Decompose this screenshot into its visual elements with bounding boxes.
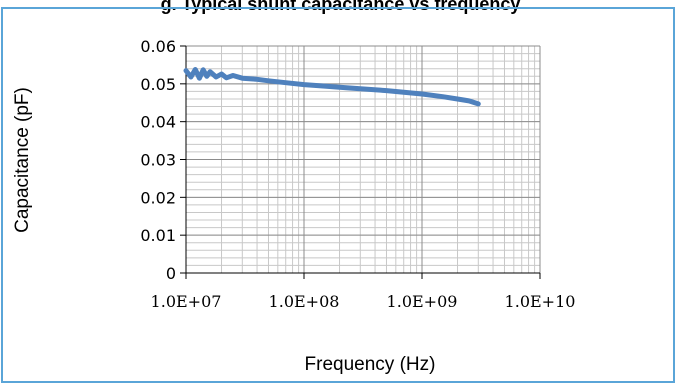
y-tick-label: 0.01 xyxy=(140,226,176,245)
y-tick-label: 0.02 xyxy=(140,188,176,207)
y-tick-label: 0.04 xyxy=(140,113,176,132)
x-tick-label: 1.0E+10 xyxy=(505,292,576,311)
series-line xyxy=(183,67,481,107)
x-tick-label: 1.0E+08 xyxy=(269,292,340,311)
series-layer xyxy=(183,67,481,107)
chart-frame xyxy=(1,7,675,383)
y-tick-label: 0.06 xyxy=(140,37,176,56)
major-grid xyxy=(185,45,541,274)
x-tick-label: 1.0E+09 xyxy=(387,292,458,311)
y-tick-label: 0 xyxy=(166,264,176,283)
y-axis-title: Capacitance (pF) xyxy=(12,87,33,233)
axes xyxy=(180,45,541,279)
y-tick-label: 0.03 xyxy=(140,151,176,170)
x-tick-label: 1.0E+07 xyxy=(151,292,222,311)
x-axis-title: Frequency (Hz) xyxy=(305,354,436,375)
tick-labels: 0 0.01 0.02 0.03 0.04 0.05 0.06 1.0E+07 1.0E+08 1… xyxy=(140,37,575,311)
y-tick-label: 0.05 xyxy=(140,75,176,94)
